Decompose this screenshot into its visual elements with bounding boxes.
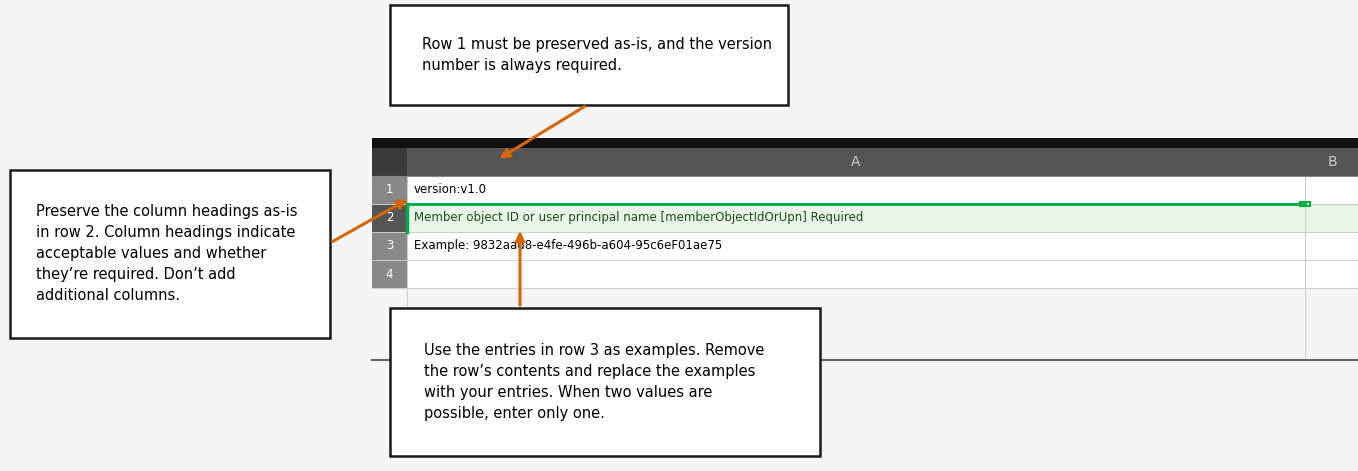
Text: 3: 3 — [386, 239, 394, 252]
Bar — [407, 176, 1305, 204]
Text: 2: 2 — [386, 211, 394, 225]
Bar — [407, 260, 1305, 288]
Bar — [1305, 176, 1358, 204]
Bar — [372, 204, 407, 232]
Bar — [1300, 203, 1309, 206]
Bar — [1305, 260, 1358, 288]
Text: Use the entries in row 3 as examples. Remove
the row’s contents and replace the : Use the entries in row 3 as examples. Re… — [425, 343, 765, 421]
Bar — [390, 308, 820, 456]
Text: B: B — [1328, 155, 1338, 169]
Bar — [390, 5, 788, 105]
Bar — [372, 138, 1358, 148]
Bar — [10, 170, 330, 338]
Bar — [372, 260, 407, 288]
Bar — [407, 232, 1305, 260]
Bar — [372, 148, 1358, 176]
Text: Member object ID or user principal name [memberObjectIdOrUpn] Required: Member object ID or user principal name … — [414, 211, 864, 225]
Bar — [1305, 204, 1358, 232]
Bar — [1305, 232, 1358, 260]
Bar — [372, 148, 407, 176]
Text: version:v1.0: version:v1.0 — [414, 184, 486, 196]
Text: 4: 4 — [386, 268, 394, 281]
Text: Example: 9832aad8-e4fe-496b-a604-95c6eF01ae75: Example: 9832aad8-e4fe-496b-a604-95c6eF0… — [414, 239, 722, 252]
Bar — [407, 204, 1305, 232]
Bar — [372, 176, 407, 204]
Bar — [372, 232, 407, 260]
Text: A: A — [851, 155, 861, 169]
Text: Row 1 must be preserved as-is, and the version
number is always required.: Row 1 must be preserved as-is, and the v… — [422, 37, 771, 73]
Text: Preserve the column headings as-is
in row 2. Column headings indicate
acceptable: Preserve the column headings as-is in ro… — [35, 204, 297, 303]
Text: 1: 1 — [386, 184, 394, 196]
